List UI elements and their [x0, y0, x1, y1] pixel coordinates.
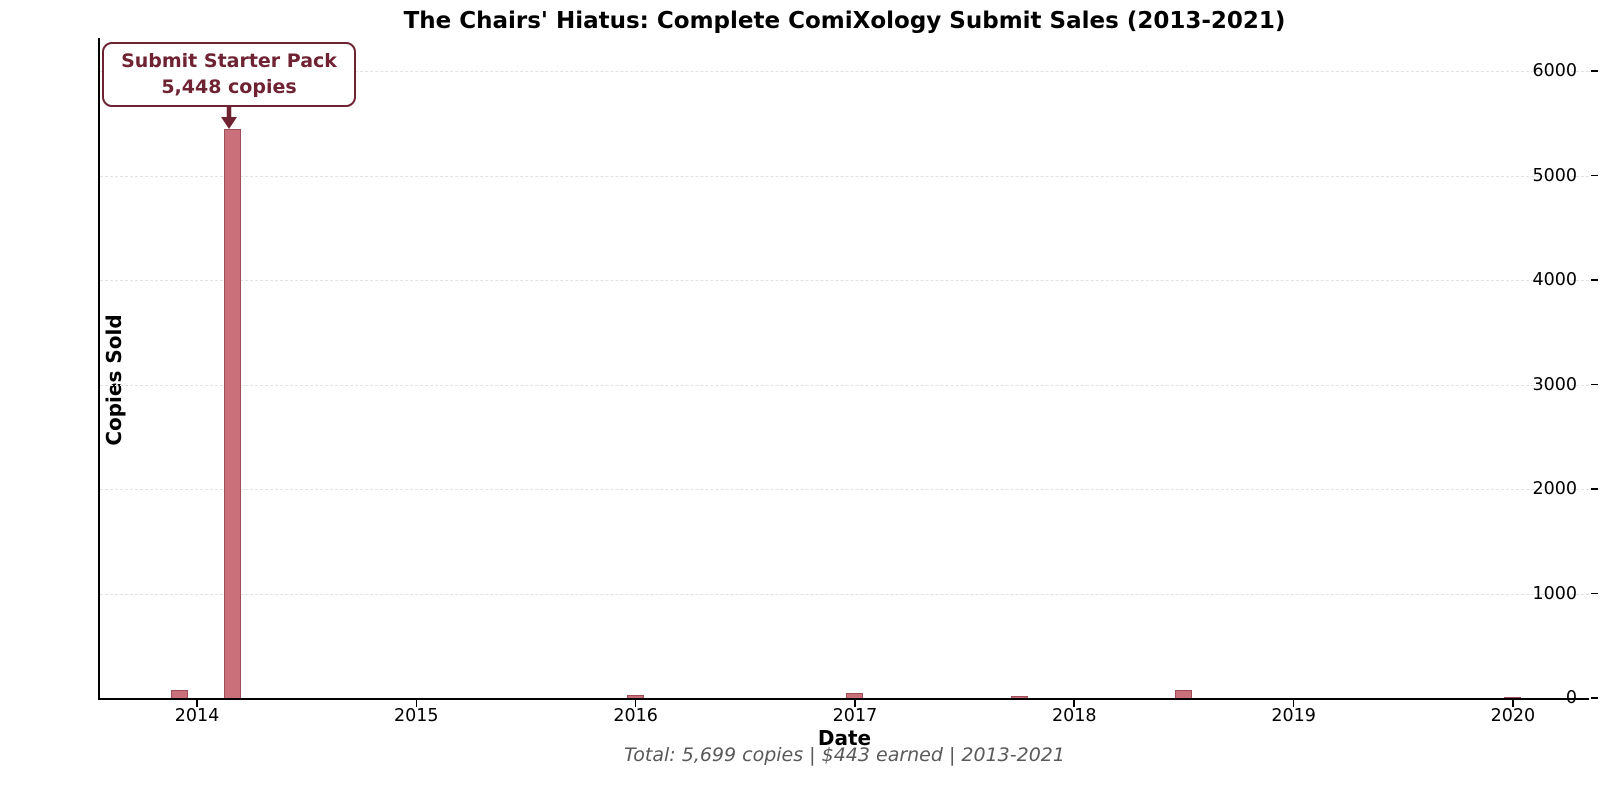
x-tick-mark-2018 — [1073, 700, 1076, 707]
y-axis-label: Copies Sold — [102, 314, 126, 446]
x-tick-mark-2020 — [1512, 700, 1514, 707]
y-tick-mark-1000 — [1591, 592, 1598, 595]
gridline-y-2000 — [100, 489, 1589, 490]
x-tick-label-2015: 2015 — [394, 706, 439, 726]
y-tick-label-6000: 6000 — [1532, 61, 1577, 82]
y-tick-label-4000: 4000 — [1532, 270, 1577, 290]
x-tick-mark-2017 — [854, 700, 856, 707]
y-tick-label-2000: 2000 — [1532, 479, 1577, 499]
bar-jan-2017 — [846, 693, 864, 698]
y-tick-label-3000: 3000 — [1532, 374, 1577, 395]
y-tick-mark-4000 — [1591, 279, 1598, 281]
y-tick-mark-6000 — [1591, 70, 1598, 72]
x-tick-mark-2015 — [415, 700, 418, 707]
y-tick-mark-2000 — [1591, 488, 1598, 490]
bar-jan-2016 — [627, 694, 645, 698]
chart-title: The Chairs' Hiatus: Complete ComiXology … — [403, 8, 1286, 34]
annotation-line1: Submit Starter Pack — [121, 49, 337, 72]
bar-feb-2014 — [223, 128, 241, 698]
gridline-y-3000 — [100, 384, 1589, 386]
y-tick-mark-3000 — [1591, 383, 1598, 386]
bar-dec-2013 — [170, 689, 188, 698]
y-tick-label-5000: 5000 — [1532, 165, 1577, 186]
gridline-y-4000 — [100, 280, 1589, 281]
gridline-y-5000 — [100, 175, 1589, 177]
plot-area: Copies Sold Date 0 1000 2000 3000 4000 5000 60… — [98, 38, 1598, 750]
y-axis-spine — [98, 38, 100, 700]
y-tick-label-0: 0 — [1565, 688, 1577, 708]
bar-oct-2017 — [1010, 696, 1028, 698]
annotation-callout: Submit Starter Pack 5,448 copies — [102, 42, 356, 107]
bar-jul-2018 — [1175, 690, 1193, 698]
x-tick-label-2019: 2019 — [1271, 706, 1316, 726]
gridline-y-1000 — [100, 593, 1589, 595]
x-tick-label-2016: 2016 — [613, 706, 658, 726]
x-tick-label-2018: 2018 — [1051, 706, 1097, 726]
y-tick-mark-5000 — [1591, 174, 1598, 177]
x-tick-mark-2016 — [634, 700, 637, 707]
x-tick-mark-2019 — [1292, 700, 1295, 707]
x-tick-label-2017: 2017 — [832, 706, 878, 726]
x-tick-mark-2014 — [196, 700, 198, 707]
x-axis-label: Date — [817, 726, 872, 750]
annotation-line2: 5,448 copies — [161, 75, 297, 98]
x-tick-label-2014: 2014 — [174, 706, 220, 726]
annotation-arrow-icon — [221, 107, 237, 129]
gridline-y-6000 — [100, 71, 1589, 73]
x-axis-spine — [98, 698, 1589, 700]
x-tick-label-2020: 2020 — [1490, 706, 1536, 726]
chart-footer-caption: Total: 5,699 copies | $443 earned | 2013… — [624, 744, 1065, 766]
y-tick-label-1000: 1000 — [1532, 583, 1577, 604]
y-tick-mark-0 — [1591, 697, 1598, 699]
bar-jan-2020 — [1504, 697, 1522, 698]
